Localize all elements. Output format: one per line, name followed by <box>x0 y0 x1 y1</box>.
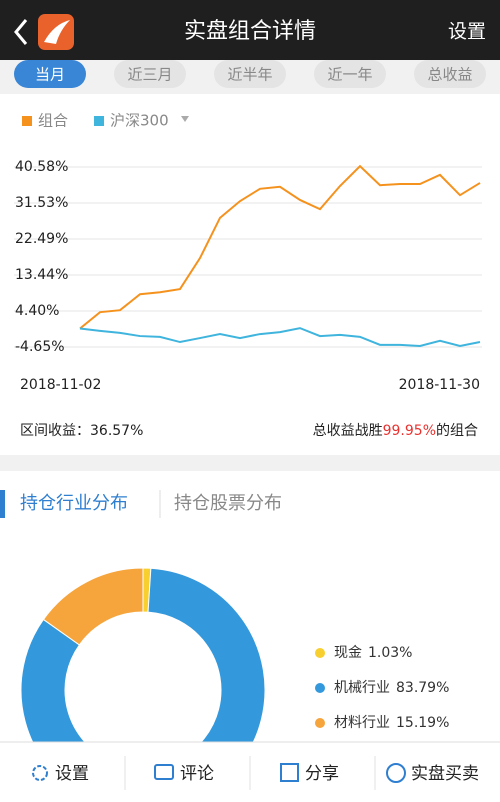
trade-icon <box>386 763 406 783</box>
section-indicator <box>0 490 5 518</box>
tab-pill[interactable] <box>314 60 386 88</box>
win-rate: 总收益战胜99.95%的组合 <box>313 423 478 439</box>
tab-pill[interactable] <box>214 60 286 88</box>
comment-icon <box>154 764 174 780</box>
section-tab-active[interactable]: 持仓行业分布 <box>20 493 128 514</box>
tab-label[interactable]: 近三月 <box>127 66 172 84</box>
legend-item: 材料行业 15.19% <box>334 715 449 731</box>
legend-dot <box>315 683 325 693</box>
range-value: 36.57% <box>90 423 143 439</box>
win-value: 99.95% <box>383 423 436 439</box>
y-tick-label: 31.53% <box>15 195 68 211</box>
tab-label[interactable]: 近半年 <box>227 66 272 84</box>
page-title: 实盘组合详情 <box>184 19 316 44</box>
legend-item: 现金 1.03% <box>334 645 412 661</box>
range-label: 区间收益： <box>20 423 90 439</box>
tab-label[interactable]: 近一年 <box>327 66 372 84</box>
win-prefix: 总收益战胜 <box>313 423 383 439</box>
divider <box>0 455 500 471</box>
legend-item: 机械行业 83.79% <box>334 680 449 696</box>
tab-pill[interactable] <box>414 60 486 88</box>
dropdown-arrow[interactable] <box>181 116 189 122</box>
bar-share[interactable]: 分享 <box>305 764 339 784</box>
legend-value: 15.19% <box>396 715 449 731</box>
logo-glyph <box>44 20 70 44</box>
donut-segment <box>42 567 144 646</box>
section-tab[interactable]: 持仓股票分布 <box>174 493 282 514</box>
legend-name: 现金 <box>334 645 362 661</box>
y-tick-label: 40.58% <box>15 159 68 175</box>
legend-value: 83.79% <box>396 680 449 696</box>
tab-pill[interactable] <box>14 60 86 88</box>
y-tick-label: 13.44% <box>15 267 68 283</box>
share-icon <box>280 763 299 782</box>
header <box>0 0 500 60</box>
tab-label[interactable]: 总收益 <box>427 66 472 84</box>
y-tick-label: -4.65% <box>15 339 65 355</box>
range-return: 区间收益：36.57% <box>20 423 143 439</box>
legend-name: 材料行业 <box>334 715 390 731</box>
legend-value: 1.03% <box>368 645 412 661</box>
legend-swatch <box>94 116 105 126</box>
legend-name: 机械行业 <box>334 680 390 696</box>
settings-icon <box>32 765 48 781</box>
tab-pill[interactable] <box>114 60 186 88</box>
x-tick-label: 2018-11-30 <box>399 377 480 393</box>
tab-label[interactable]: 当月 <box>35 66 65 84</box>
series-line <box>79 327 481 348</box>
settings-link[interactable]: 设置 <box>448 21 486 43</box>
y-tick-label: 22.49% <box>15 231 68 247</box>
win-suffix: 的组合 <box>436 423 478 439</box>
y-tick-label: 4.40% <box>15 303 59 319</box>
legend-label: 沪深300 <box>110 112 169 130</box>
bar-trade[interactable]: 实盘买卖 <box>411 764 479 784</box>
legend-swatch <box>22 116 32 126</box>
x-tick-label: 2018-11-02 <box>20 377 101 393</box>
legend-dot <box>315 648 325 658</box>
bar-settings[interactable]: 设置 <box>55 764 89 784</box>
series-line <box>79 164 481 330</box>
legend-label: 组合 <box>38 112 68 130</box>
bar-comment[interactable]: 评论 <box>180 764 214 784</box>
back-button[interactable] <box>14 19 28 45</box>
legend-dot <box>315 718 325 728</box>
